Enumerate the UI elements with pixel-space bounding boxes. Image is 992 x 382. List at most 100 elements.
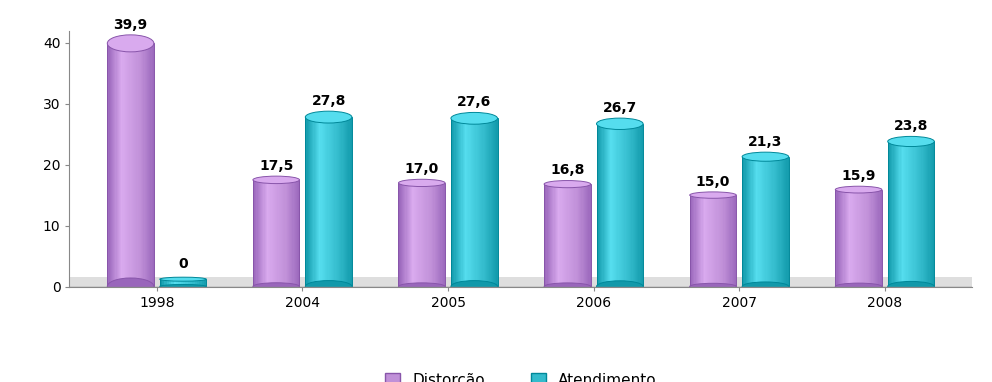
Ellipse shape (253, 283, 300, 290)
Bar (69, 277, 972, 286)
Bar (406, 183, 407, 286)
Bar (309, 117, 310, 286)
Bar (416, 183, 418, 286)
Bar (479, 118, 480, 286)
Bar (734, 195, 735, 286)
Bar (719, 195, 720, 286)
Bar (439, 183, 440, 286)
Bar (486, 118, 487, 286)
Bar (597, 124, 599, 286)
Bar (199, 279, 201, 286)
Bar (775, 157, 776, 286)
Bar (720, 195, 721, 286)
Bar (144, 44, 145, 286)
Bar (327, 117, 328, 286)
Bar (890, 141, 892, 286)
Bar (575, 184, 577, 286)
Bar (435, 183, 437, 286)
Bar (923, 141, 924, 286)
Bar (589, 184, 591, 286)
Bar (921, 141, 922, 286)
Bar (931, 141, 933, 286)
Bar (295, 180, 297, 286)
Bar (313, 117, 314, 286)
Bar (846, 189, 847, 286)
Bar (927, 141, 928, 286)
Bar (747, 157, 748, 286)
Bar (606, 124, 607, 286)
Bar (485, 118, 486, 286)
Bar (255, 180, 257, 286)
Bar (579, 184, 580, 286)
Bar (877, 189, 879, 286)
Bar (870, 189, 872, 286)
Bar (332, 117, 333, 286)
Text: 17,5: 17,5 (259, 159, 294, 173)
Bar (750, 157, 752, 286)
Ellipse shape (544, 181, 590, 188)
Bar (632, 124, 633, 286)
Bar (271, 180, 272, 286)
Bar (837, 189, 839, 286)
Bar (780, 157, 781, 286)
Bar (429, 183, 431, 286)
Bar (169, 279, 172, 286)
Bar (609, 124, 611, 286)
Bar (111, 44, 112, 286)
Bar (898, 141, 900, 286)
Bar (451, 118, 452, 286)
Ellipse shape (596, 281, 643, 292)
Bar (134, 44, 135, 286)
Bar (844, 189, 846, 286)
Bar (768, 157, 769, 286)
Bar (465, 118, 466, 286)
Bar (700, 195, 701, 286)
Bar (420, 183, 421, 286)
Bar (125, 44, 126, 286)
Ellipse shape (689, 283, 736, 290)
Bar (862, 189, 863, 286)
Bar (460, 118, 461, 286)
Bar (699, 195, 700, 286)
Bar (894, 141, 895, 286)
Bar (112, 44, 113, 286)
Bar (466, 118, 467, 286)
Bar (419, 183, 420, 286)
Bar (306, 117, 352, 286)
Bar (910, 141, 912, 286)
Bar (286, 180, 287, 286)
Bar (876, 189, 877, 286)
Bar (871, 189, 873, 286)
Bar (307, 117, 308, 286)
Bar (753, 157, 754, 286)
Bar (260, 180, 261, 286)
Bar (549, 184, 551, 286)
Bar (401, 183, 402, 286)
Bar (587, 184, 588, 286)
Ellipse shape (107, 35, 154, 52)
Ellipse shape (689, 192, 736, 198)
Bar (714, 195, 715, 286)
Bar (623, 124, 625, 286)
Bar (131, 44, 132, 286)
Bar (636, 124, 638, 286)
Text: 17,0: 17,0 (405, 162, 438, 176)
Bar (138, 44, 139, 286)
Bar (345, 117, 346, 286)
Text: 16,8: 16,8 (551, 163, 584, 178)
Bar (258, 180, 259, 286)
Bar (468, 118, 469, 286)
Bar (133, 44, 134, 286)
Bar (616, 124, 618, 286)
Bar (480, 118, 481, 286)
Bar (839, 189, 840, 286)
Bar (612, 124, 613, 286)
Bar (201, 279, 204, 286)
Bar (905, 141, 907, 286)
Bar (113, 44, 114, 286)
Ellipse shape (888, 282, 934, 291)
Bar (322, 117, 324, 286)
Bar (784, 157, 786, 286)
Bar (628, 124, 629, 286)
Bar (707, 195, 708, 286)
